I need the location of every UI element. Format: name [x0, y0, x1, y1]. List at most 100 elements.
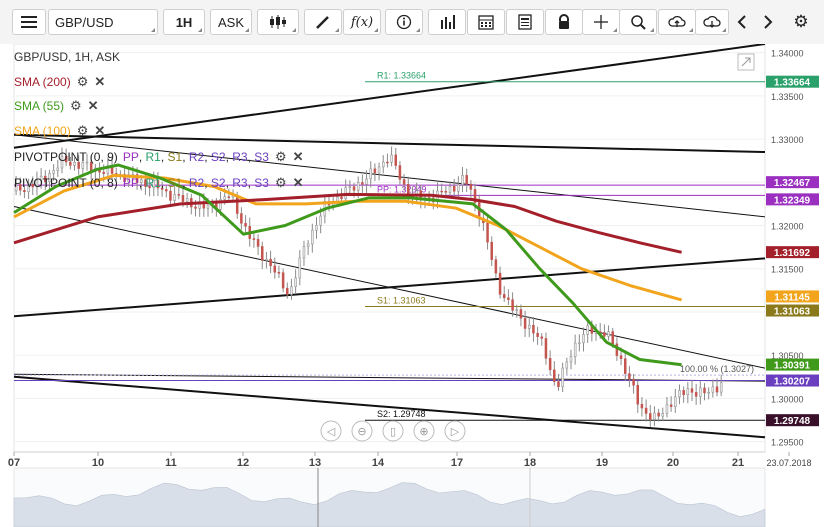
candle-body: [653, 412, 656, 420]
candle-body: [377, 166, 381, 174]
candle-body: [35, 179, 39, 188]
trendline: [13, 375, 766, 439]
crosshair-icon[interactable]: [582, 9, 620, 35]
gear-icon[interactable]: ⚙: [274, 149, 287, 164]
candle-body: [286, 287, 289, 295]
close-icon[interactable]: ✕: [292, 175, 304, 190]
symbol-selector[interactable]: GBP/USD: [48, 9, 158, 35]
candle-body: [365, 178, 368, 185]
info-icon[interactable]: [385, 9, 423, 35]
pivot-s3: S3: [254, 150, 269, 164]
lock-icon[interactable]: [545, 9, 583, 35]
reset-icon[interactable]: ▯: [382, 420, 404, 442]
x-tick-label: 10: [92, 457, 104, 469]
price-side-selector[interactable]: ASK: [210, 9, 252, 35]
candle-body: [402, 179, 406, 185]
candle-body: [369, 168, 372, 180]
candle-body: [536, 332, 539, 338]
candle-body: [294, 277, 297, 287]
upload-cloud-icon[interactable]: [658, 9, 696, 35]
report-icon[interactable]: [506, 9, 544, 35]
y-tick-label: 1.30500: [771, 351, 804, 361]
pivot-level-label: S1: 1.31063: [377, 296, 426, 306]
candle-body: [699, 387, 702, 397]
close-icon[interactable]: ✕: [94, 123, 106, 138]
price-tag-label: 1.31063: [774, 307, 811, 318]
candle-body: [561, 367, 564, 387]
legend-sma55[interactable]: SMA (55) ⚙ ✕: [14, 98, 99, 114]
fx-indicator-icon[interactable]: f(x): [343, 9, 381, 35]
candle-body: [603, 332, 606, 337]
candle-body: [544, 338, 548, 359]
chevron-right-icon[interactable]: [755, 9, 781, 35]
candle-body: [260, 246, 264, 261]
price-chart[interactable]: R1: 1.33664 PP: 1.32349 S1: 1.31063 S2: 1.2…: [0, 44, 824, 527]
close-icon[interactable]: ✕: [292, 149, 304, 164]
download-cloud-icon[interactable]: [695, 9, 729, 35]
legend-pivot2[interactable]: PIVOTPOINT (0, 8) PP, R1, S1, R2, S2, R3…: [14, 175, 304, 191]
candle-body: [52, 170, 55, 174]
draw-pen-icon[interactable]: [304, 9, 342, 35]
bars-icon[interactable]: [428, 9, 466, 35]
gear-icon[interactable]: ⚙: [76, 74, 89, 89]
candle-body: [457, 184, 460, 192]
candle-body: [473, 189, 477, 203]
gear-icon[interactable]: ⚙: [70, 98, 82, 113]
trendline: [13, 44, 766, 149]
candle-body: [607, 331, 610, 337]
calendar-icon[interactable]: [467, 9, 505, 35]
legend-pivot1[interactable]: PIVOTPOINT (0, 9) PP, R1, S1, R2, S2, R3…: [14, 149, 304, 165]
expand-icon[interactable]: [737, 53, 755, 71]
x-tick-label: 17: [451, 457, 463, 469]
x-tick-label: 23.07.2018: [766, 458, 811, 468]
candle-body: [39, 175, 43, 181]
reset-icon-circle: [382, 420, 404, 442]
timeframe-selector[interactable]: 1H: [163, 9, 205, 35]
candle-body: [498, 272, 502, 295]
candle-body: [686, 388, 690, 396]
gear-icon[interactable]: ⚙: [274, 175, 287, 190]
fx-label: f(x): [350, 14, 374, 30]
candle-body: [461, 175, 464, 186]
price-tag-label: 1.31145: [774, 292, 810, 303]
candle-body: [69, 161, 72, 166]
gear-icon[interactable]: ⚙: [76, 123, 89, 138]
candle-body: [206, 204, 210, 209]
moving-averages: [13, 163, 683, 367]
pivot-s1: S1: [167, 150, 183, 164]
x-tick-label: 19: [596, 457, 608, 469]
chevron-left-icon[interactable]: [729, 9, 755, 35]
pivot2-label: PIVOTPOINT (0, 8): [14, 176, 118, 190]
candle-body: [628, 373, 631, 380]
candle-body: [502, 294, 506, 299]
y-tick-label: 1.30000: [771, 394, 804, 404]
zoom-in-icon[interactable]: ⊕: [413, 420, 435, 442]
candle-body: [315, 224, 318, 231]
legend-sma200[interactable]: SMA (200) ⚙ ✕: [14, 74, 106, 90]
close-icon[interactable]: ✕: [94, 74, 106, 89]
candles-icon[interactable]: [257, 9, 299, 35]
x-tick-label: 20: [667, 457, 679, 469]
candle-body: [181, 195, 185, 202]
zoom-out-icon[interactable]: ⊖: [351, 420, 373, 442]
candle-body: [48, 173, 51, 183]
pivot-level-label: PP: 1.32349: [377, 184, 427, 194]
close-icon[interactable]: ✕: [87, 98, 99, 113]
price-tag-label: 1.32467: [774, 178, 811, 189]
navigator-series: [13, 482, 766, 527]
hamburger-menu-icon[interactable]: [12, 9, 46, 35]
zoom-icon[interactable]: [619, 9, 657, 35]
sma100-label: SMA (100): [14, 124, 71, 138]
nav-left-icon[interactable]: ◁: [320, 420, 342, 442]
price-tag: [766, 304, 819, 317]
nav-right-icon[interactable]: ▷: [444, 420, 466, 442]
candle-body: [140, 179, 143, 183]
x-tick-label: 11: [165, 457, 177, 469]
pivot-s1: S1: [167, 176, 183, 190]
legend-sma100[interactable]: SMA (100) ⚙ ✕: [14, 123, 106, 139]
candle-body: [85, 161, 89, 164]
gear-icon[interactable]: ⚙: [793, 12, 809, 31]
candle-body: [31, 183, 35, 188]
candle-body: [657, 412, 660, 417]
candle-body: [394, 154, 398, 166]
